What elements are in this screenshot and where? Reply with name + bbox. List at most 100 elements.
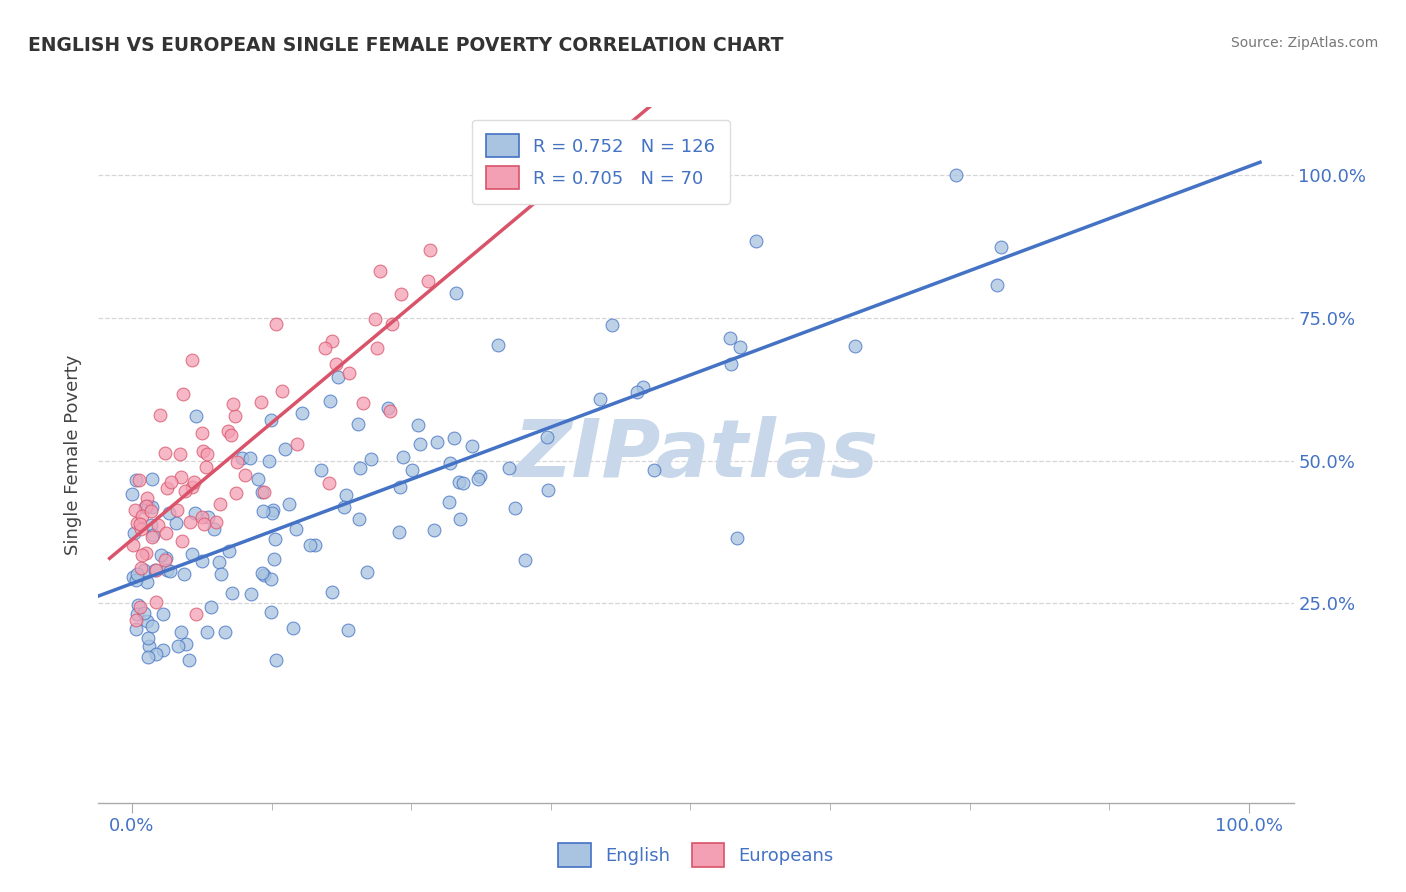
Point xyxy=(285,522,308,536)
Text: Source: ZipAtlas.com: Source: ZipAtlas.com xyxy=(1230,36,1378,50)
Point xyxy=(180,353,202,368)
Point xyxy=(513,553,536,567)
Point xyxy=(602,318,624,332)
Point xyxy=(191,554,214,568)
Point xyxy=(643,463,665,477)
Point xyxy=(447,475,470,490)
Point xyxy=(720,357,742,371)
Point xyxy=(184,506,207,520)
Point xyxy=(339,366,361,380)
Point xyxy=(389,286,412,301)
Point xyxy=(264,317,287,331)
Point xyxy=(366,341,388,355)
Point xyxy=(221,586,243,600)
Point xyxy=(209,567,232,582)
Point xyxy=(470,469,492,483)
Point xyxy=(380,404,402,418)
Point xyxy=(264,532,287,546)
Point xyxy=(423,523,446,537)
Point xyxy=(486,337,509,351)
Point xyxy=(132,563,155,577)
Point xyxy=(449,511,471,525)
Point xyxy=(169,470,191,484)
Point xyxy=(326,370,349,384)
Point xyxy=(131,509,153,524)
Point xyxy=(263,551,285,566)
Point xyxy=(319,394,342,409)
Point xyxy=(725,531,748,545)
Point xyxy=(184,409,207,424)
Point xyxy=(165,516,187,530)
Point xyxy=(347,511,370,525)
Point xyxy=(191,426,214,441)
Text: ENGLISH VS EUROPEAN SINGLE FEMALE POVERTY CORRELATION CHART: ENGLISH VS EUROPEAN SINGLE FEMALE POVERT… xyxy=(28,36,783,54)
Point xyxy=(298,538,321,552)
Point xyxy=(222,397,245,411)
Point xyxy=(155,551,177,566)
Point xyxy=(368,264,391,278)
Point xyxy=(335,488,357,502)
Point xyxy=(589,392,612,406)
Point xyxy=(283,620,305,634)
Point xyxy=(142,527,165,541)
Point xyxy=(191,444,214,458)
Point xyxy=(149,548,172,562)
Point xyxy=(347,417,370,431)
Point xyxy=(141,531,163,545)
Point xyxy=(388,480,411,494)
Point xyxy=(129,522,152,536)
Point xyxy=(409,437,432,451)
Point xyxy=(250,485,273,500)
Point xyxy=(321,334,343,349)
Point xyxy=(145,563,167,577)
Point xyxy=(352,396,374,410)
Point xyxy=(446,286,468,301)
Point xyxy=(136,614,159,628)
Text: ZIPatlas: ZIPatlas xyxy=(513,416,879,494)
Point xyxy=(141,504,163,518)
Point xyxy=(349,461,371,475)
Point xyxy=(179,515,201,529)
Point xyxy=(631,380,654,394)
Point xyxy=(271,384,294,399)
Point xyxy=(416,274,439,288)
Point xyxy=(136,500,159,514)
Point xyxy=(356,565,378,579)
Y-axis label: Single Female Poverty: Single Female Poverty xyxy=(65,355,83,555)
Point xyxy=(231,450,253,465)
Point xyxy=(291,406,314,420)
Point xyxy=(224,409,246,424)
Point xyxy=(177,653,200,667)
Point xyxy=(990,240,1012,254)
Point xyxy=(233,467,256,482)
Point xyxy=(844,339,866,353)
Point xyxy=(141,471,163,485)
Point xyxy=(170,533,193,548)
Point xyxy=(461,439,484,453)
Point xyxy=(138,640,160,654)
Point xyxy=(205,516,228,530)
Point xyxy=(127,516,149,530)
Point xyxy=(364,312,387,326)
Point xyxy=(406,417,429,432)
Point xyxy=(252,485,274,500)
Point xyxy=(143,564,166,578)
Point xyxy=(401,463,423,477)
Point xyxy=(467,472,489,486)
Point xyxy=(626,384,648,399)
Point xyxy=(155,553,177,567)
Point xyxy=(437,494,460,508)
Point xyxy=(125,613,148,627)
Point xyxy=(148,409,170,423)
Point xyxy=(377,401,399,416)
Point xyxy=(277,497,299,511)
Point xyxy=(134,607,156,621)
Point xyxy=(321,585,343,599)
Point xyxy=(128,473,150,487)
Point xyxy=(121,570,143,584)
Point xyxy=(745,234,768,248)
Point xyxy=(124,503,146,517)
Point xyxy=(155,526,177,541)
Point xyxy=(128,600,150,615)
Point xyxy=(141,500,163,514)
